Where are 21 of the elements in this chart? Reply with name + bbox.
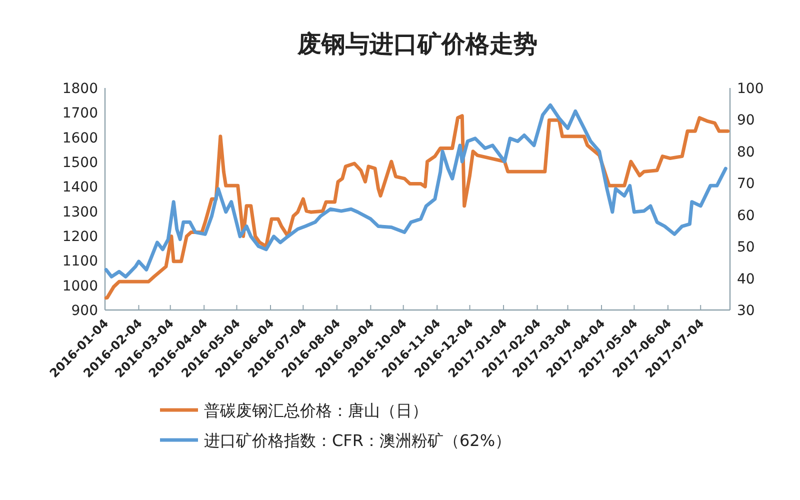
y-tick-label: 1200	[62, 229, 98, 245]
title: 废钢与进口矿价格走势	[298, 30, 538, 58]
y2-tick-label: 70	[737, 176, 755, 192]
y2-tick-label: 40	[737, 271, 755, 288]
y-tick-label: 1600	[62, 130, 98, 146]
y-tick-label: 1800	[62, 81, 98, 97]
y2-tick-label: 100	[737, 81, 764, 97]
y2-tick-label: 90	[737, 112, 755, 129]
legend-label: 普碳废钢汇总价格：唐山（日）	[204, 401, 428, 420]
y-tick-label: 1500	[62, 155, 98, 171]
y-tick-label: 1000	[62, 278, 98, 294]
legend-label: 进口矿价格指数：CFR：澳洲粉矿（62%）	[204, 431, 512, 450]
y-tick-label: 1100	[62, 254, 98, 270]
y2-tick-label: 60	[737, 208, 755, 224]
y-tick-label: 1400	[62, 180, 98, 196]
y2-tick-label: 50	[737, 240, 755, 256]
y2-tick-label: 80	[737, 144, 755, 160]
y-tick-label: 1700	[62, 106, 98, 122]
y2-tick-label: 30	[737, 303, 755, 319]
y-tick-label: 1300	[62, 204, 98, 220]
y-tick-label: 900	[71, 303, 98, 319]
